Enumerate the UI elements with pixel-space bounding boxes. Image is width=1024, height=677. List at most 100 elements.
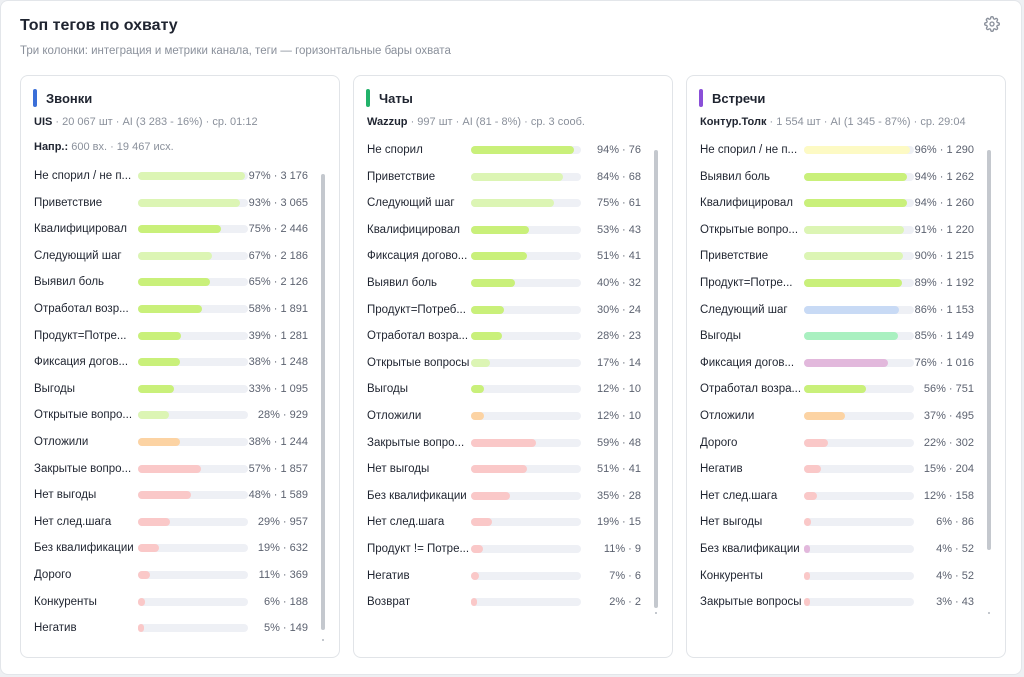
tag-row[interactable]: Фиксация догово... 51% · 41 [367, 246, 660, 266]
tag-row[interactable]: Приветствие 93% · 3 065 [34, 193, 327, 213]
tag-row[interactable]: Закрытые вопро... 57% · 1 857 [34, 459, 327, 479]
reach-value: 75% · 2 446 [248, 223, 308, 236]
tag-row[interactable]: Отложили 12% · 10 [367, 406, 660, 426]
tag-list[interactable]: Не спорил / не п... 96% · 1 290 Выявил бол… [700, 140, 993, 657]
tag-row[interactable]: Нет след.шага 19% · 15 [367, 512, 660, 532]
tag-row[interactable]: Отработал возр... 58% · 1 891 [34, 299, 327, 319]
tag-label: Без квалификации [367, 489, 467, 502]
tag-row[interactable]: Продукт=Потре... 89% · 1 192 [700, 273, 993, 293]
tag-row[interactable]: Следующий шаг 67% · 2 186 [34, 246, 327, 266]
tag-row[interactable]: Нет выгоды 51% · 41 [367, 459, 660, 479]
tag-row[interactable]: Конкуренты 6% · 188 [34, 592, 327, 612]
tag-label: Выгоды [34, 382, 75, 395]
reach-value: 29% · 957 [257, 515, 308, 528]
reach-bar-track [804, 545, 914, 553]
reach-bar-track [804, 199, 914, 208]
scrollbar[interactable] [987, 150, 991, 550]
tag-row[interactable]: Выявил боль 65% · 2 126 [34, 272, 327, 292]
reach-bar-fill [804, 491, 818, 500]
direction-label: Напр.: [34, 141, 69, 153]
reach-bar-track [138, 624, 248, 633]
tag-row[interactable]: Негатив 5% · 149 [34, 618, 327, 638]
reach-bar-track [804, 146, 914, 154]
tag-row[interactable]: Без квалификации 35% · 28 [367, 486, 660, 506]
reach-bar-fill [138, 198, 241, 207]
tag-label: Негатив [700, 463, 743, 476]
reach-value: 28% · 929 [257, 409, 308, 422]
tag-row[interactable]: Продукт != Потре... 11% · 9 [367, 539, 660, 559]
tag-row[interactable]: Продукт=Потре... 39% · 1 281 [34, 326, 327, 346]
tag-row[interactable]: Отработал возра... 56% · 751 [700, 379, 993, 399]
reach-bar-track [471, 598, 581, 607]
tag-row[interactable]: Без квалификации 4% · 52 [700, 539, 993, 559]
reach-value: 89% · 1 192 [914, 277, 974, 289]
tag-row[interactable]: Фиксация догов... 76% · 1 016 [700, 353, 993, 373]
tag-label: Следующий шаг [700, 303, 788, 316]
tag-label: Возврат [367, 596, 411, 609]
reach-bar-track [138, 491, 248, 500]
tag-row[interactable]: Дорого 11% · 369 [34, 565, 327, 585]
tag-row[interactable]: Следующий шаг 75% · 61 [367, 193, 660, 213]
tag-row[interactable]: Нет след.шага 29% · 957 [34, 512, 327, 532]
tag-row[interactable]: Закрытые вопросы 3% · 43 [700, 592, 993, 612]
tag-label: Приветствие [700, 250, 769, 263]
tag-row[interactable]: Отработал возра... 28% · 23 [367, 326, 660, 346]
tag-row[interactable]: Фиксация догов... 38% · 1 248 [34, 352, 327, 372]
tag-row[interactable]: Открытые вопросы 17% · 14 [367, 353, 660, 373]
reach-bar-fill [138, 251, 212, 260]
tag-list[interactable]: Не спорил / не п... 97% · 3 176 Приветстви… [34, 166, 327, 657]
reach-bar-fill [804, 146, 910, 154]
tag-row[interactable]: Без квалификации 19% · 632 [34, 538, 327, 558]
tag-row[interactable]: Не спорил / не п... 97% · 3 176 [34, 166, 327, 186]
reach-value: 56% · 751 [923, 383, 974, 396]
tag-row[interactable]: Приветствие 90% · 1 215 [700, 246, 993, 266]
gear-icon[interactable] [984, 16, 1002, 34]
tag-row[interactable]: Конкуренты 4% · 52 [700, 566, 993, 586]
tag-label: Дорого [700, 436, 738, 449]
reach-bar-fill [138, 438, 180, 446]
tag-row[interactable]: Выгоды 33% · 1 095 [34, 379, 327, 399]
tag-row[interactable]: Выявил боль 94% · 1 262 [700, 167, 993, 187]
tag-row[interactable]: Нет выгоды 48% · 1 589 [34, 485, 327, 505]
reach-bar-fill [138, 331, 181, 340]
tag-row[interactable]: Открытые вопро... 91% · 1 220 [700, 220, 993, 240]
tag-row[interactable]: Нет выгоды 6% · 86 [700, 512, 993, 532]
tag-row[interactable]: Не спорил / не п... 96% · 1 290 [700, 140, 993, 160]
tag-label: Продукт=Потреб... [367, 303, 466, 316]
tag-row[interactable]: Открытые вопро... 28% · 929 [34, 405, 327, 425]
tag-row[interactable]: Негатив 15% · 204 [700, 459, 993, 479]
tag-row[interactable]: Закрытые вопро... 59% · 48 [367, 433, 660, 453]
reach-bar-fill [471, 146, 575, 154]
reach-bar-fill [138, 305, 202, 313]
tag-row[interactable]: Выявил боль 40% · 32 [367, 273, 660, 293]
tag-row[interactable]: Негатив 7% · 6 [367, 566, 660, 586]
reach-bar-fill [471, 279, 515, 287]
reach-bar-fill [804, 225, 905, 234]
reach-bar-fill [471, 225, 530, 234]
tag-row[interactable]: Отложили 38% · 1 244 [34, 432, 327, 452]
tag-row[interactable]: Квалифицировал 75% · 2 446 [34, 219, 327, 239]
scrollbar[interactable] [321, 174, 325, 630]
tag-row[interactable]: Не спорил 94% · 76 [367, 140, 660, 160]
tag-row[interactable]: Дорого 22% · 302 [700, 433, 993, 453]
tag-row[interactable]: Следующий шаг 86% · 1 153 [700, 300, 993, 320]
tag-row[interactable]: Отложили 37% · 495 [700, 406, 993, 426]
reach-bar-track [804, 465, 914, 474]
reach-bar-track [804, 518, 914, 527]
reach-bar-track [138, 198, 248, 207]
reach-bar-track [138, 571, 248, 579]
tag-list[interactable]: Не спорил 94% · 76 Приветствие 84% · 68 След… [367, 140, 660, 657]
tag-row[interactable]: Возврат 2% · 2 [367, 592, 660, 612]
tag-row[interactable]: Квалифицировал 53% · 43 [367, 220, 660, 240]
tag-row[interactable]: Выгоды 12% · 10 [367, 379, 660, 399]
tag-row[interactable]: Приветствие 84% · 68 [367, 167, 660, 187]
scrollbar[interactable] [654, 150, 658, 608]
reach-bar-fill [471, 465, 528, 474]
tag-row[interactable]: Квалифицировал 94% · 1 260 [700, 193, 993, 213]
reach-value: 75% · 61 [596, 197, 641, 210]
tag-row[interactable]: Продукт=Потреб... 30% · 24 [367, 300, 660, 320]
panel-accent [699, 89, 703, 107]
panel-direction: Напр.: 600 вх. · 19 467 исх. [34, 141, 174, 153]
tag-row[interactable]: Нет след.шага 12% · 158 [700, 486, 993, 506]
tag-row[interactable]: Выгоды 85% · 1 149 [700, 326, 993, 346]
